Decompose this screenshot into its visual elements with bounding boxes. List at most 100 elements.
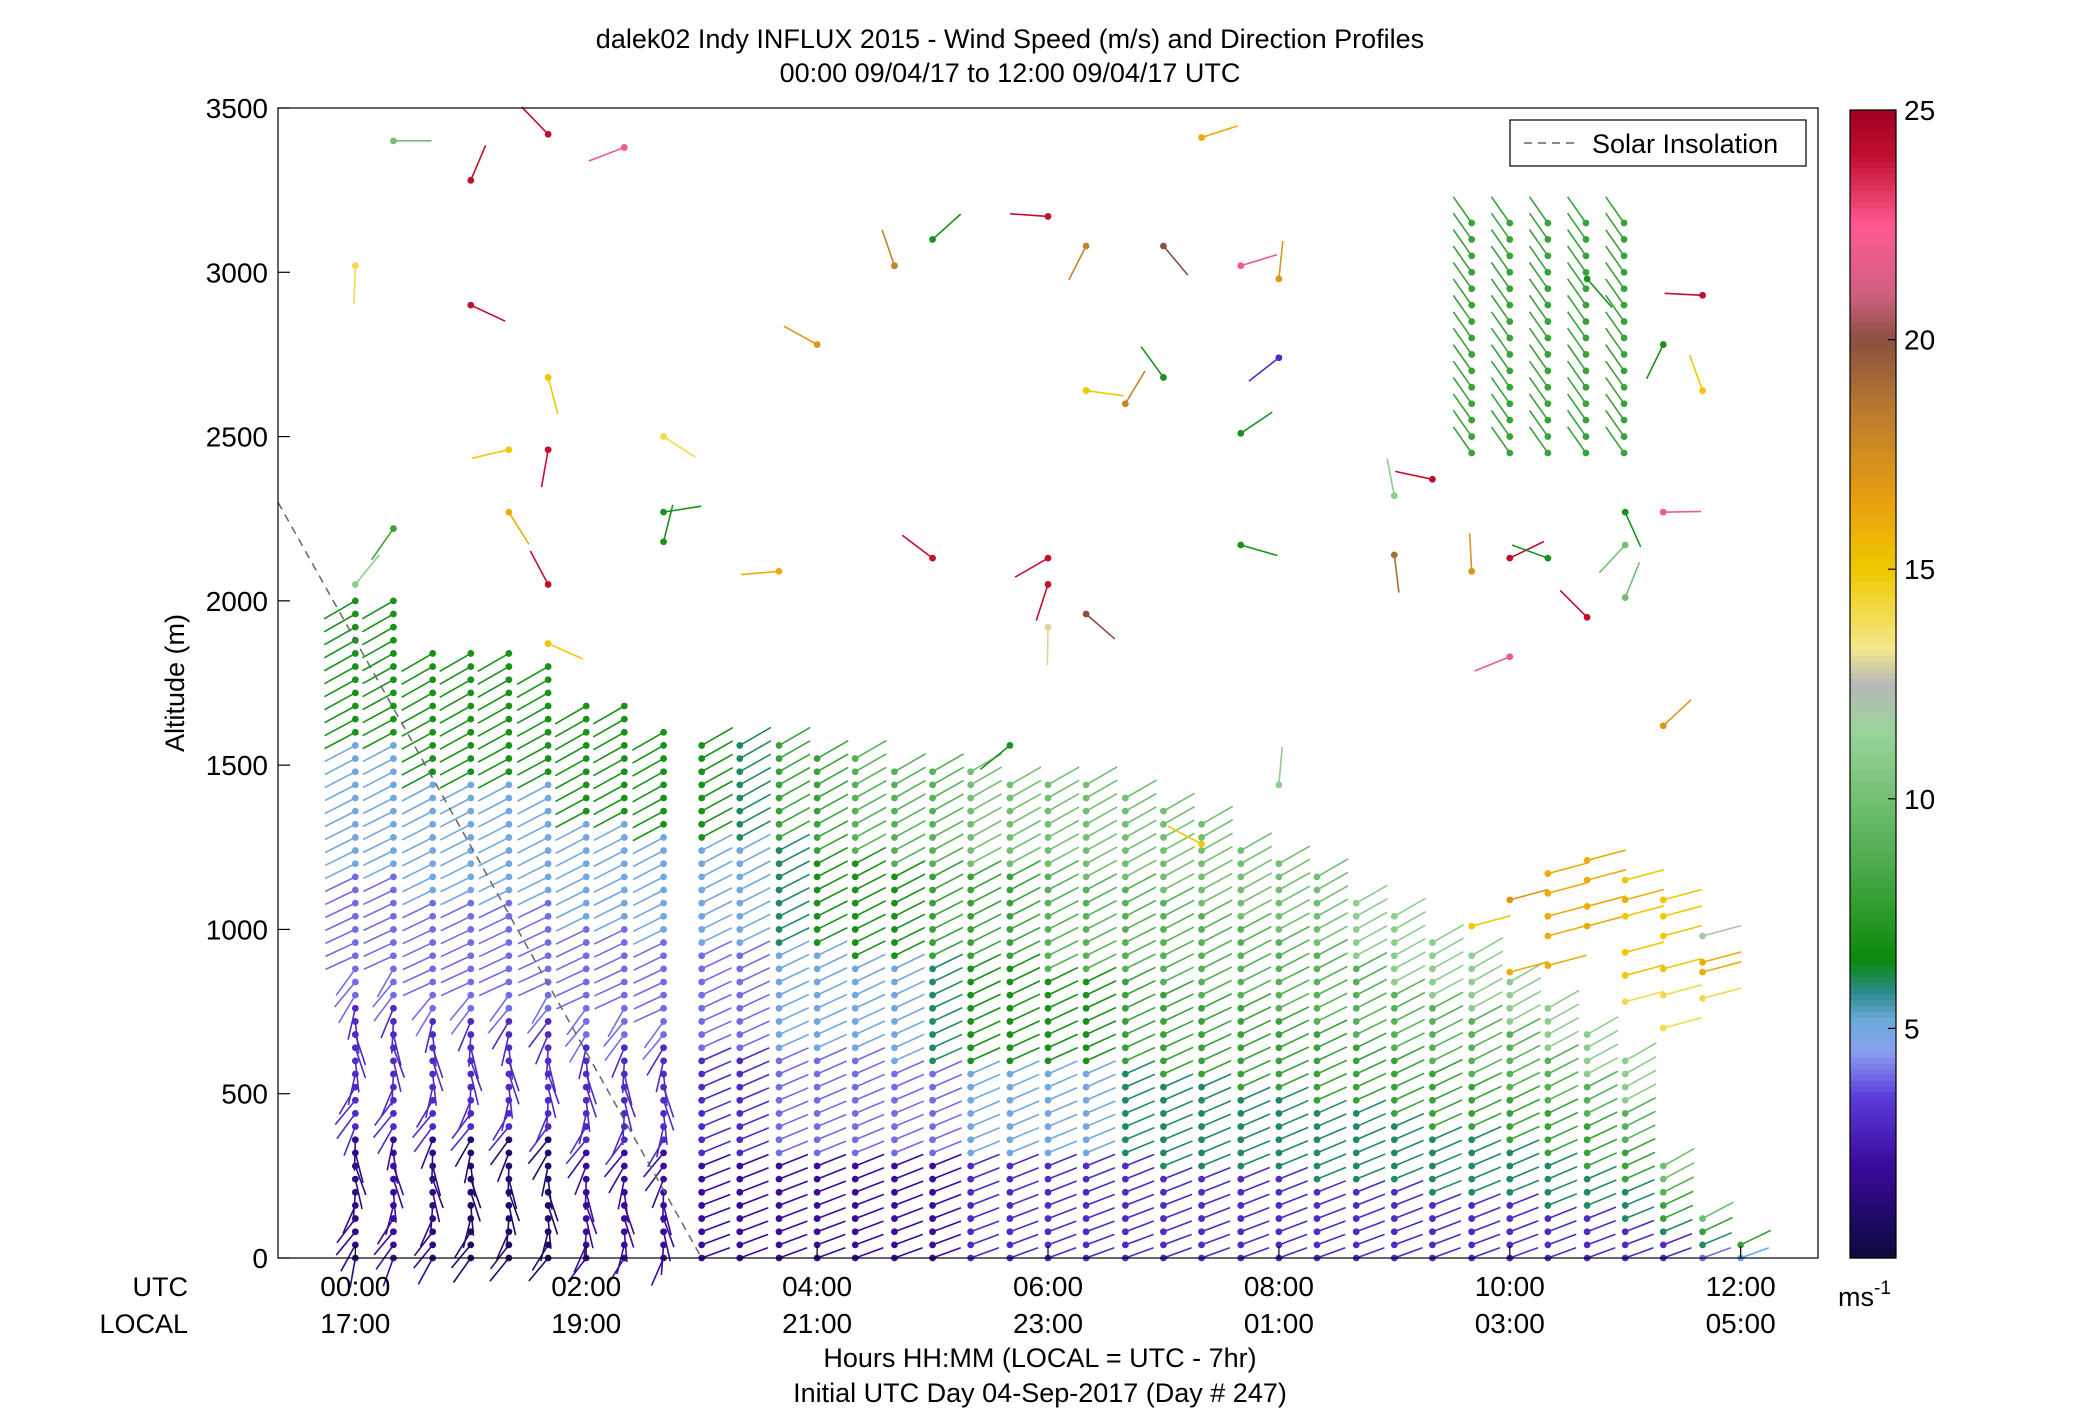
wind-barb-point xyxy=(775,1096,783,1104)
wind-barb-shaft xyxy=(401,705,434,724)
wind-barb-point xyxy=(1506,1162,1514,1170)
wind-barb-shaft xyxy=(352,1192,357,1223)
wind-barb-shaft xyxy=(778,900,810,918)
wind-barb-point xyxy=(1082,1110,1090,1117)
wind-barb-point xyxy=(620,1241,628,1249)
wind-barb-point xyxy=(1544,1070,1552,1078)
wind-barb-shaft xyxy=(932,1140,962,1154)
wind-barb-shaft xyxy=(1509,1044,1541,1062)
wind-barb-shaft xyxy=(660,1244,665,1275)
wind-barb-shaft xyxy=(1009,913,1041,931)
wind-barb-shaft xyxy=(1278,925,1310,944)
wind-barb-shaft xyxy=(1201,1033,1232,1049)
wind-barb-point xyxy=(775,1188,783,1196)
colorbar-segment xyxy=(1850,1240,1896,1248)
wind-barb-shaft xyxy=(1586,1043,1619,1062)
wind-barb-point xyxy=(1160,1136,1167,1144)
wind-barb-point xyxy=(1006,1004,1014,1012)
wind-barb-shaft xyxy=(362,731,394,750)
wind-barb-shaft xyxy=(1586,1152,1618,1167)
wind-barb-shaft xyxy=(477,784,510,802)
wind-barb-shaft xyxy=(401,810,434,828)
wind-barb-point xyxy=(736,926,744,933)
wind-barb-point xyxy=(736,1004,744,1012)
wind-barb-shaft xyxy=(1125,1060,1156,1075)
y-tick-label: 1000 xyxy=(206,914,268,945)
wind-barb-shaft xyxy=(374,1099,395,1126)
wind-barb-shaft xyxy=(970,1140,1000,1154)
colorbar-segment xyxy=(1850,345,1896,352)
wind-barb-point xyxy=(1468,991,1476,999)
wind-barb-shaft xyxy=(778,726,811,747)
wind-barb-point xyxy=(1544,268,1552,276)
wind-barb-point xyxy=(698,1228,706,1236)
wind-barb-shaft xyxy=(1163,832,1195,852)
wind-barb-shaft xyxy=(1393,1072,1425,1088)
wind-barb-point xyxy=(1006,1202,1014,1209)
wind-barb-shaft xyxy=(633,941,664,958)
colorbar-segment xyxy=(1850,1125,1896,1133)
wind-barb-point xyxy=(929,1123,936,1130)
wind-barb-point xyxy=(851,847,859,854)
wind-barb-shaft xyxy=(778,1233,808,1246)
wind-barb-shaft xyxy=(1278,912,1311,931)
wind-barb-shaft xyxy=(566,1007,587,1036)
wind-barb-point xyxy=(698,834,706,841)
wind-barb-shaft xyxy=(1586,1219,1617,1233)
wind-barb-point xyxy=(1237,1004,1245,1012)
wind-barb-shaft xyxy=(894,1046,925,1062)
colorbar-segment xyxy=(1850,982,1896,989)
wind-barb-shaft xyxy=(1432,1045,1464,1062)
wind-barb-point xyxy=(467,1110,475,1117)
wind-barb-shaft xyxy=(585,1086,598,1118)
wind-barb-point xyxy=(1121,873,1129,881)
wind-barb-point xyxy=(967,978,975,986)
wind-barb-point xyxy=(891,1123,898,1130)
wind-barb-shaft xyxy=(401,718,434,737)
wind-barb-point xyxy=(891,1044,898,1052)
wind-barb-point xyxy=(390,689,397,697)
wind-barb-shaft xyxy=(1566,196,1587,224)
wind-barb-shaft xyxy=(1240,1220,1270,1233)
wind-barb-shaft xyxy=(1471,937,1504,957)
wind-barb-point xyxy=(967,820,975,828)
wind-barb-shaft xyxy=(324,810,356,828)
wind-barb-point xyxy=(1583,1123,1591,1130)
wind-barb-point xyxy=(1044,1110,1052,1117)
wind-barb-point xyxy=(775,1004,783,1012)
wind-barb-shaft xyxy=(816,1100,847,1115)
wind-barb-point xyxy=(1352,1215,1360,1222)
wind-barb-point xyxy=(429,807,437,815)
wind-barb-shaft xyxy=(372,981,395,1008)
wind-barb-shaft xyxy=(505,1218,510,1249)
wind-barb-point xyxy=(1082,912,1090,920)
wind-barb-point xyxy=(1506,1149,1514,1157)
wind-barb-point xyxy=(1506,968,1514,976)
wind-barb-point xyxy=(813,873,821,881)
wind-barb-shaft xyxy=(1509,977,1542,996)
wind-barb-shaft xyxy=(585,1218,594,1249)
wind-barb-shaft xyxy=(468,1034,472,1067)
wind-barb-shaft xyxy=(739,1220,769,1233)
wind-barb-point xyxy=(891,978,898,986)
wind-barb-shaft xyxy=(1085,1100,1116,1115)
wind-barb-point xyxy=(1506,1202,1514,1209)
wind-barb-point xyxy=(1506,653,1514,661)
wind-barb-shaft xyxy=(932,966,963,983)
colorbar-segment xyxy=(1850,1074,1896,1081)
wind-barb-shaft xyxy=(477,652,510,673)
wind-barb-shaft xyxy=(778,927,810,944)
legend: Solar Insolation xyxy=(1509,119,1807,167)
wind-barb-shaft xyxy=(854,766,887,786)
wind-barb-shaft xyxy=(894,1167,924,1180)
colorbar-segment xyxy=(1850,884,1896,892)
wind-barb-shaft xyxy=(508,511,530,545)
colorbar-segment xyxy=(1850,844,1896,852)
wind-barb-point xyxy=(429,1018,437,1025)
wind-barb-shaft xyxy=(662,1100,675,1131)
colorbar-segment xyxy=(1850,264,1896,272)
wind-barb-point xyxy=(1160,1175,1167,1183)
wind-barb-shaft xyxy=(547,377,559,415)
wind-barb-point xyxy=(1390,991,1398,999)
wind-barb-shaft xyxy=(1547,1003,1580,1023)
